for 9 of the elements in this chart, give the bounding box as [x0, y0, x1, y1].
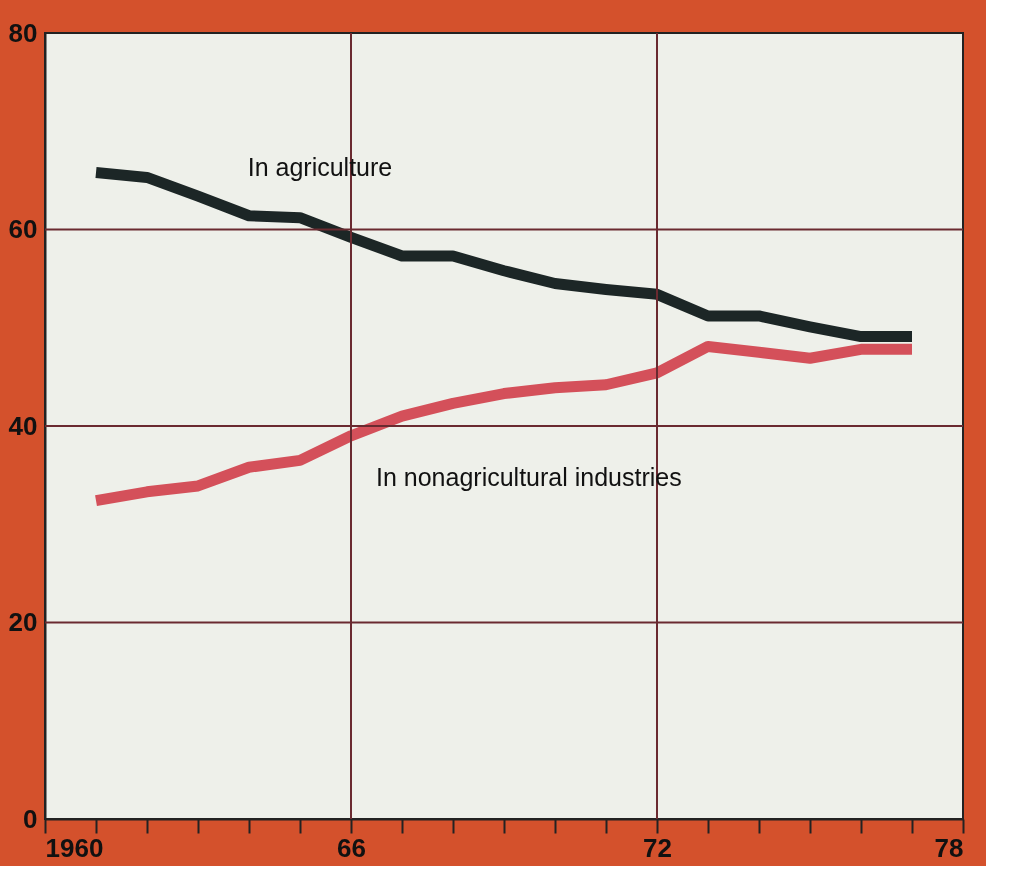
y-tick-label: 20: [8, 607, 38, 637]
x-tick-label: 66: [337, 832, 366, 863]
x-tick-label: 72: [643, 832, 672, 863]
y-tick-label: 0: [23, 803, 38, 834]
y-tick-label: 40: [8, 410, 38, 441]
y-tick-label: 80: [8, 17, 38, 48]
x-tick-label: 78: [934, 832, 964, 863]
x-tick-label: 1960: [45, 832, 104, 863]
y-tick-label: 60: [8, 214, 38, 244]
